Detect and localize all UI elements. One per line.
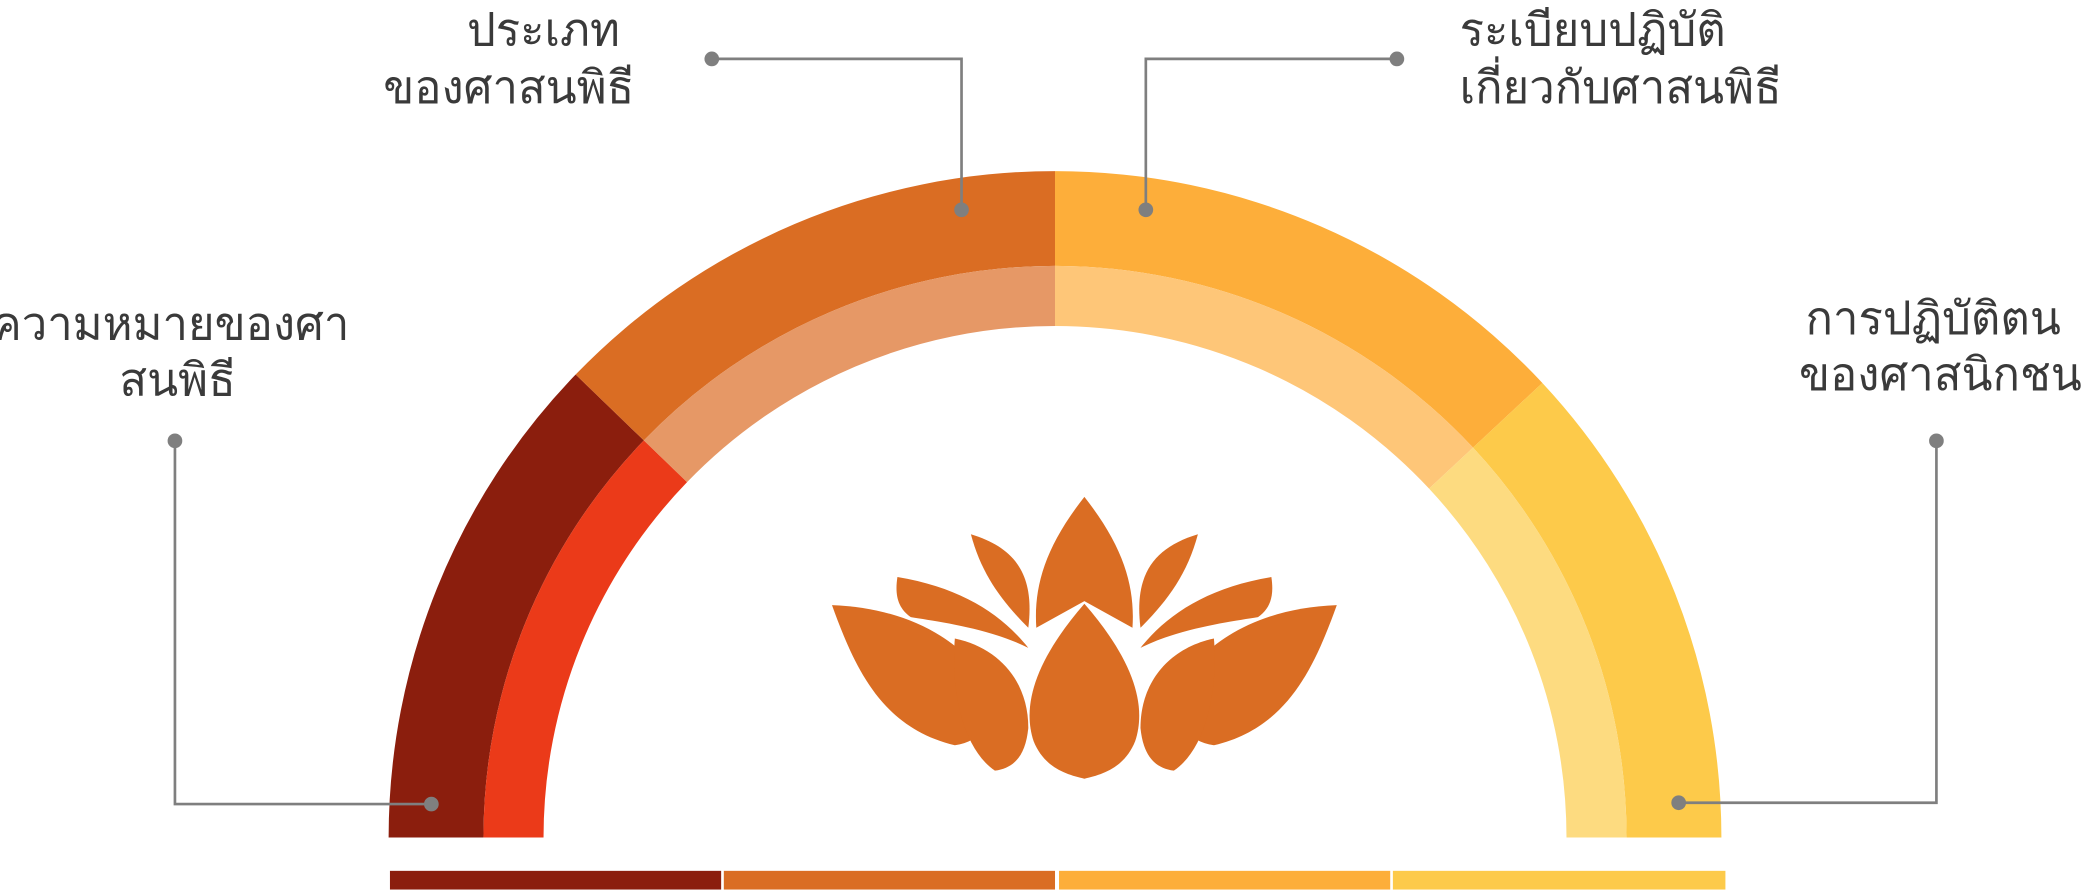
bottom-bar (389, 870, 722, 890)
connector-line (1144, 57, 1397, 210)
label-line: ของศาสนพิธี (383, 61, 634, 114)
connector-dot (1138, 202, 1154, 218)
arc-segment (1055, 171, 1543, 448)
arc-segment (575, 171, 1056, 441)
arc-segment (643, 265, 1056, 483)
connector-dot (1929, 433, 1944, 449)
connector-dot (424, 796, 439, 812)
label-line: ของศาสนิกชน (1799, 348, 2082, 401)
bottom-bar (1392, 870, 1726, 890)
bottom-bar (723, 870, 1056, 890)
arc-segments (388, 171, 1722, 838)
arc-segment (1473, 382, 1722, 838)
label-line: การปฏิบัติตน (1805, 292, 2060, 345)
label-line: ระเบียบปฏิบัติ (1460, 4, 1726, 57)
connector-dot (1671, 795, 1687, 811)
arc-segment (483, 440, 688, 838)
connector-line (711, 57, 963, 210)
arc-segment (1055, 265, 1474, 489)
bottom-bar (1059, 870, 1391, 890)
label-line: สนพิธี (119, 353, 235, 406)
connectors (167, 51, 1944, 812)
connector-dot (167, 433, 183, 449)
label: ระเบียบปฏิบัติ เกี่ยวกับศาสนพิธี (1460, 4, 1782, 114)
arc-segment (1429, 447, 1627, 838)
label: การปฏิบัติตน ของศาสนิกชน (1799, 292, 2082, 401)
connector-dot (954, 202, 969, 218)
connector-dot (704, 51, 720, 67)
label: ความหมายของศา สนพิธี (0, 297, 364, 406)
label-line: เกี่ยวกับศาสนพิธี (1460, 56, 1782, 114)
connector-line (173, 440, 432, 806)
arc-segment (388, 374, 644, 838)
label-line: ประเภท (467, 4, 620, 57)
label: ประเภท ของศาสนพิธี (383, 4, 634, 114)
label-line: ความหมายของศา (0, 297, 349, 350)
lotus-icon (831, 494, 1337, 779)
connector-line (1678, 440, 1938, 805)
connector-dot (1389, 51, 1405, 67)
